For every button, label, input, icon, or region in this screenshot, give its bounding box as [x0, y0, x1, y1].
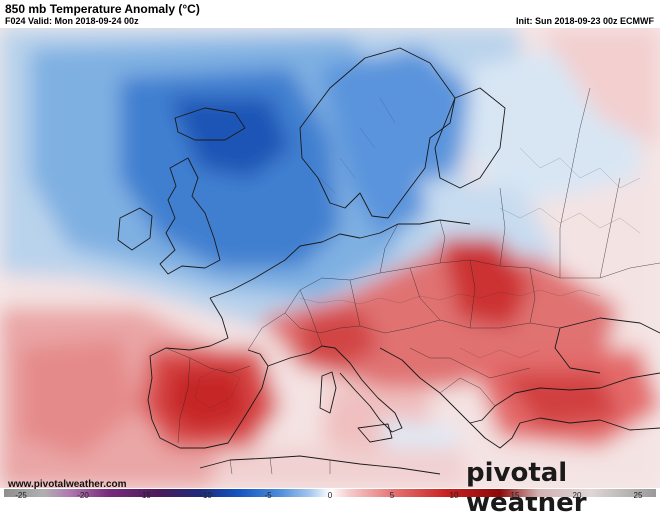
tick-label: -15 [139, 491, 151, 500]
website-url: www.pivotalweather.com [8, 479, 127, 490]
tick-label: 15 [510, 491, 520, 500]
admin-lines [194, 97, 641, 409]
init-time: Init: Sun 2018-09-23 00z ECMWF [515, 16, 654, 26]
colorbar [4, 489, 656, 497]
tick-label: -25 [15, 491, 27, 500]
tick-label: -10 [200, 491, 212, 500]
tick-label: -5 [264, 491, 272, 500]
map-header: 850 mb Temperature Anomaly (°C) F024 Val… [0, 0, 660, 28]
coastlines [117, 47, 660, 475]
tick-label: 10 [449, 491, 459, 500]
valid-time: F024 Valid: Mon 2018-09-24 00z [5, 16, 139, 26]
country-borders [165, 87, 660, 475]
tick-label: 0 [327, 491, 333, 500]
tick-label: 25 [633, 491, 643, 500]
tick-label: 5 [389, 491, 395, 500]
map-title: 850 mb Temperature Anomaly (°C) [5, 2, 200, 16]
anomaly-field [0, 28, 660, 488]
tick-label: -20 [77, 491, 89, 500]
temperature-anomaly-map [0, 28, 660, 488]
tick-label: 20 [572, 491, 582, 500]
colorbar-ticks: -25 -20 -15 -10 -5 0 5 10 15 20 25 [0, 491, 660, 510]
